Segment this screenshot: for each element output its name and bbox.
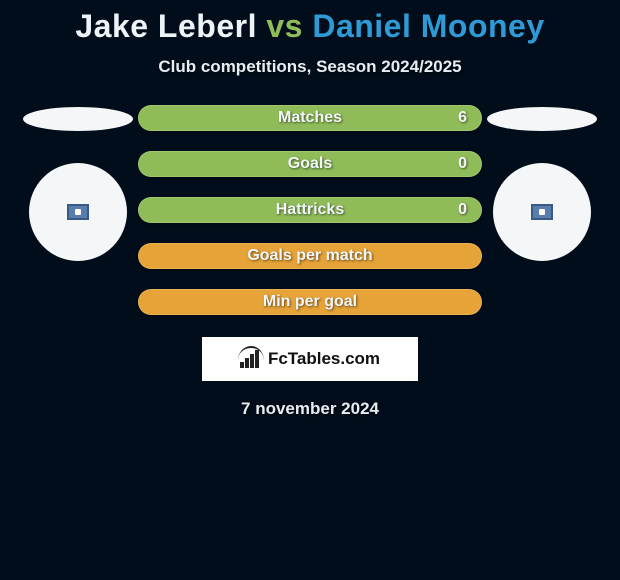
stat-label: Goals (139, 155, 481, 173)
stat-bar: Hattricks0 (138, 197, 482, 223)
stat-bar: Min per goal (138, 289, 482, 315)
stat-bar: Matches6 (138, 105, 482, 131)
stat-label: Goals per match (139, 247, 481, 265)
watermark: FcTables.com (202, 337, 418, 381)
right-ellipse (487, 107, 597, 131)
right-club-logo (493, 163, 591, 261)
stat-bar: Goals per match (138, 243, 482, 269)
stat-label: Matches (139, 109, 481, 127)
placeholder-icon (531, 204, 553, 220)
left-side-col (18, 105, 138, 261)
player1-name: Jake Leberl (75, 8, 257, 44)
date-text: 7 november 2024 (0, 399, 620, 419)
comparison-body: Matches6 Goals0 Hattricks0 Goals per match M… (0, 105, 620, 315)
left-ellipse (23, 107, 133, 131)
watermark-text: FcTables.com (268, 349, 380, 369)
placeholder-icon (67, 204, 89, 220)
subtitle: Club competitions, Season 2024/2025 (0, 57, 620, 77)
vs-text: vs (266, 8, 303, 44)
chart-icon (240, 350, 262, 368)
left-club-logo (29, 163, 127, 261)
stat-bar: Goals0 (138, 151, 482, 177)
right-side-col (482, 105, 602, 261)
player2-name: Daniel Mooney (312, 8, 544, 44)
stat-label: Min per goal (139, 293, 481, 311)
stat-label: Hattricks (139, 201, 481, 219)
comparison-title: Jake Leberl vs Daniel Mooney (0, 8, 620, 45)
stats-bars: Matches6 Goals0 Hattricks0 Goals per match M… (138, 105, 482, 315)
